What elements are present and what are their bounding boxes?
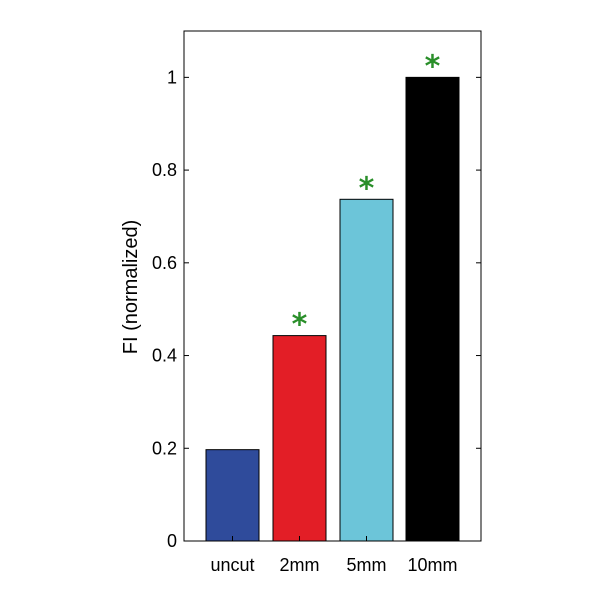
y-tick-label: 0.2 — [152, 438, 177, 458]
significance-star: * — [292, 308, 308, 343]
chart-marks: 0 0.2 0.4 0.6 0.8 1 uncut 2mm * 5mm * 10mm * — [152, 49, 481, 575]
y-tick-label: 0.4 — [152, 346, 177, 366]
x-tick-label: 2mm — [280, 555, 320, 575]
bar-5mm — [339, 198, 394, 542]
y-tick-label: 1 — [167, 67, 177, 87]
y-axis-label: FI (normalized) — [120, 220, 142, 354]
x-tick-label: uncut — [210, 555, 254, 575]
x-tick-label: 10mm — [407, 555, 457, 575]
bar-uncut — [205, 449, 260, 542]
x-tick-label: 5mm — [347, 555, 387, 575]
significance-star: * — [359, 171, 375, 206]
bar-2mm — [272, 335, 327, 542]
plot-area-frame — [183, 30, 482, 542]
y-tick-label: 0 — [167, 531, 177, 551]
significance-star: * — [425, 49, 441, 84]
y-tick-label: 0.6 — [152, 253, 177, 273]
y-tick-label: 0.8 — [152, 160, 177, 180]
bar-10mm — [405, 76, 460, 542]
